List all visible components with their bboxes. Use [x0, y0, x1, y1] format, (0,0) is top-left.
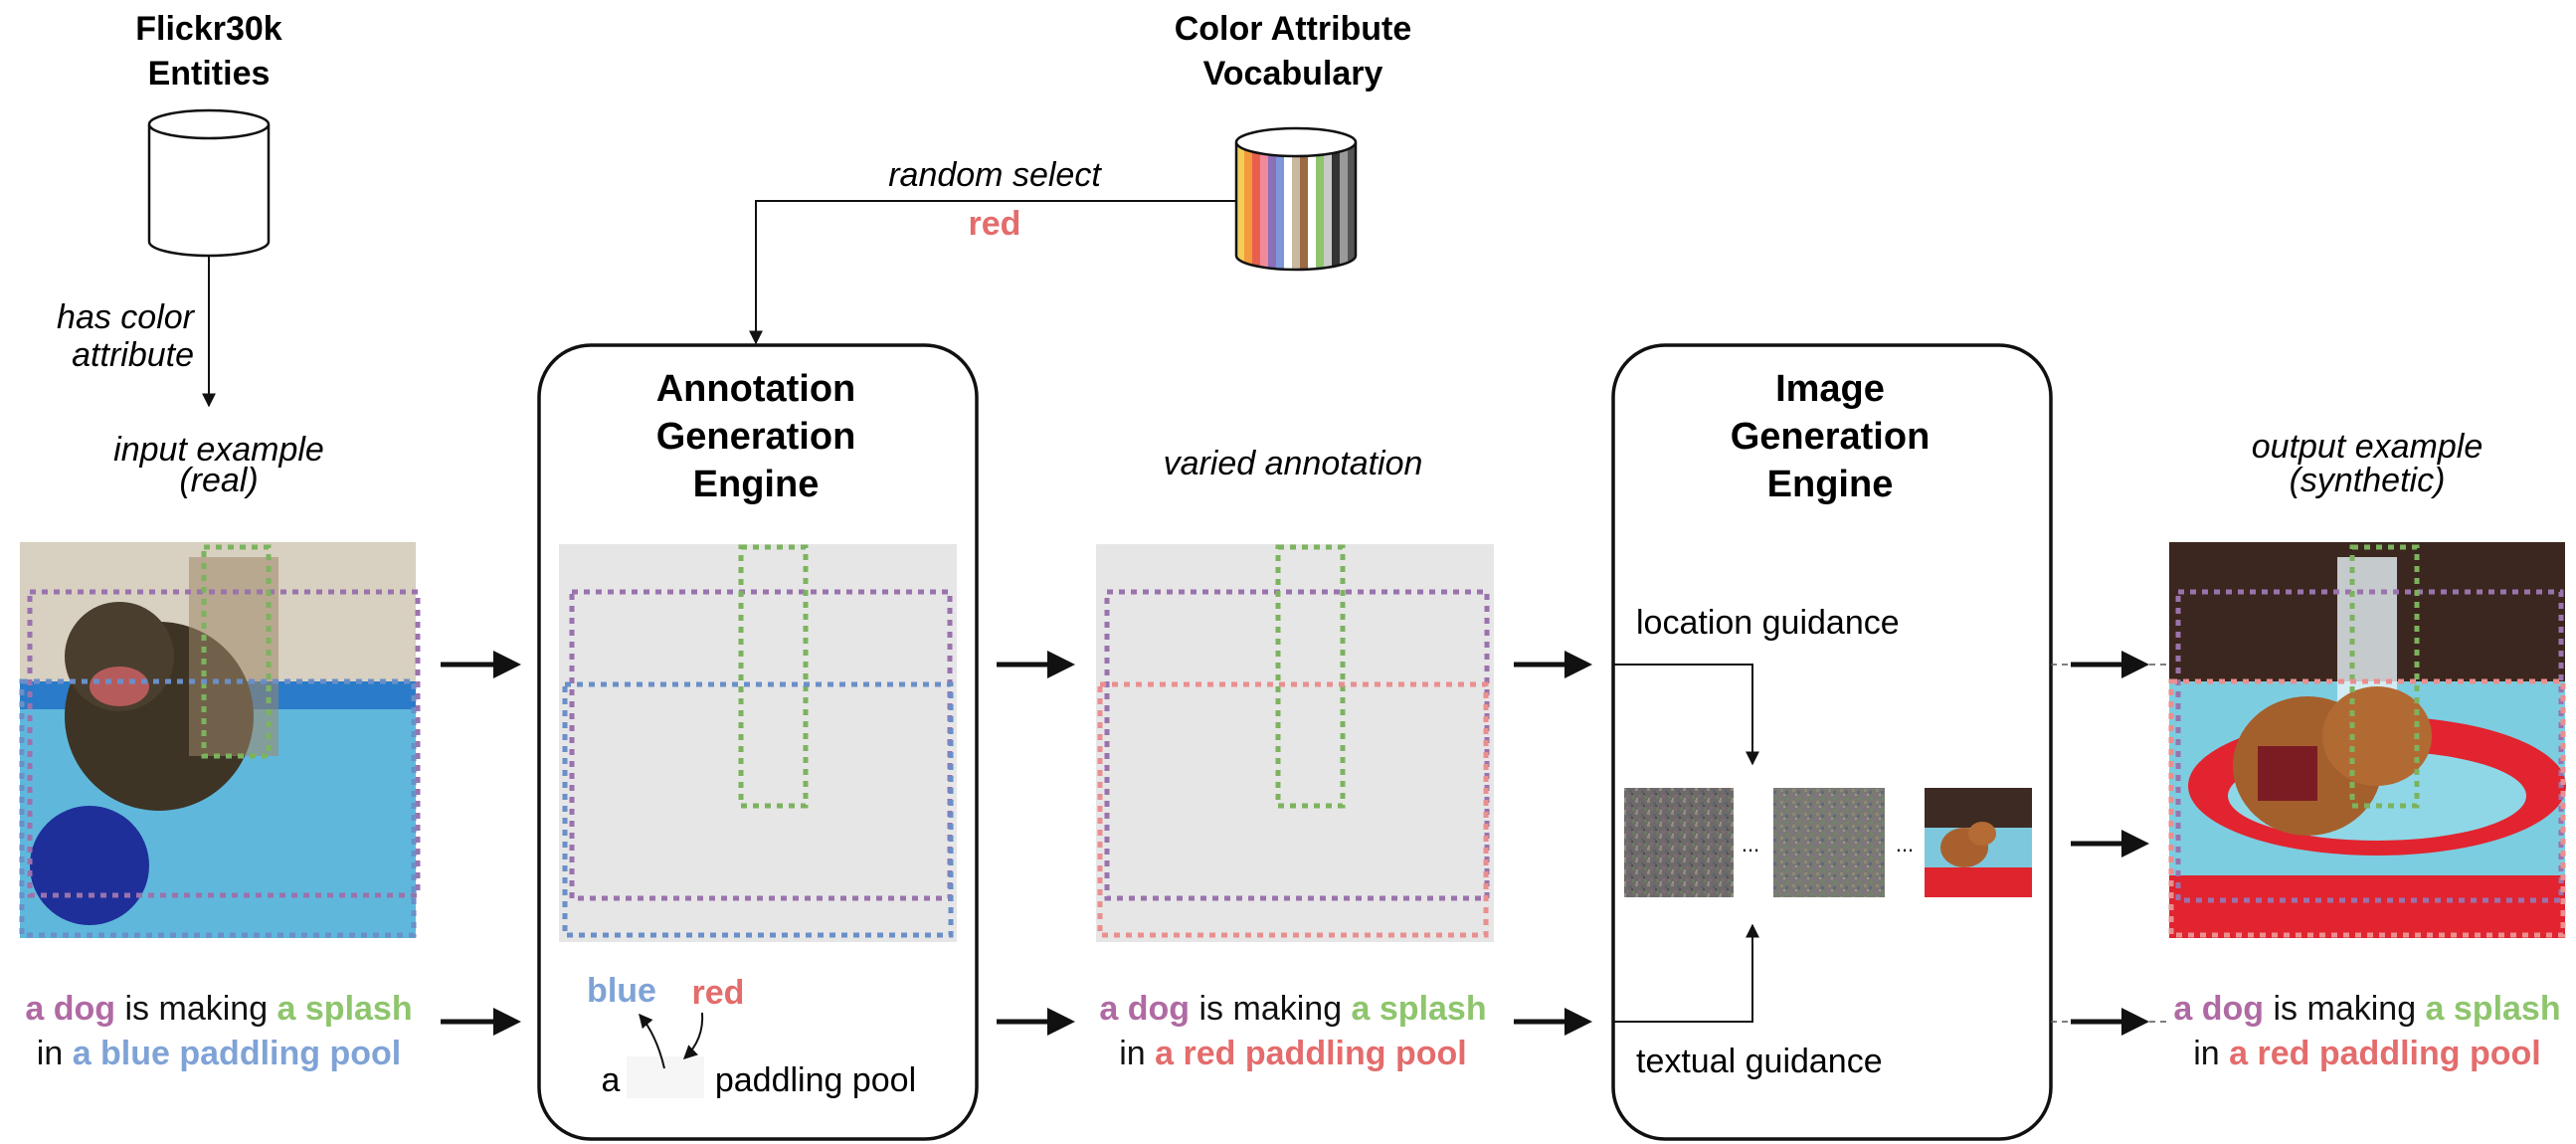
arrow-right-icon	[441, 651, 521, 678]
varied-splash-box	[1275, 544, 1346, 809]
varied-layout-canvas	[1096, 544, 1494, 942]
vocab-title-line1: Color Attribute	[1175, 10, 1412, 48]
vocab-color-stripe	[1276, 142, 1285, 270]
vocab-color-stripe	[1260, 142, 1269, 270]
image-engine-title-line3: Engine	[1767, 464, 1894, 505]
textual-guidance-arrow	[1613, 923, 1759, 1023]
swap-template-suffix: paddling pool	[715, 1061, 916, 1099]
random-select-label: random select	[888, 156, 1102, 194]
swap-template-prefix: a	[602, 1061, 621, 1099]
swap-old-word: blue	[587, 972, 656, 1010]
has-color-label-line1: has color	[57, 298, 196, 336]
output-pool-box	[2168, 678, 2566, 938]
engine-splash-box	[738, 544, 809, 809]
curved-arrow-icon	[682, 1012, 704, 1059]
vocab-color-stripe	[1244, 142, 1253, 270]
vocab-color-stripe	[1236, 142, 1245, 270]
annotation-engine-title-line2: Generation	[656, 416, 856, 458]
engine-pool-box	[562, 681, 954, 938]
arrow-right-icon	[1514, 1008, 1592, 1036]
generated-thumbnail	[1925, 788, 2032, 897]
has-color-label-line2: attribute	[72, 336, 194, 374]
arrow-right-icon	[441, 1008, 521, 1036]
selected-color-label: red	[969, 205, 1021, 243]
input-example-sublabel: (real)	[179, 462, 258, 499]
varied-dog-box	[1104, 589, 1490, 901]
output-example-sublabel: (synthetic)	[2290, 462, 2446, 499]
input-caption-line1: a dog is making a splash	[25, 990, 412, 1028]
denoise-ellipsis: ...	[1896, 832, 1914, 857]
swap-slot	[627, 1056, 704, 1098]
partial-denoised-image	[1773, 788, 1885, 897]
arrow-right-icon	[997, 651, 1075, 678]
input-example-label: input example	[113, 431, 324, 469]
arrow-right-icon	[2071, 830, 2149, 858]
vocab-color-stripe	[1324, 142, 1333, 270]
output-caption-line2: in a red paddling pool	[2193, 1035, 2540, 1072]
output-splash-box	[2349, 544, 2420, 809]
output-photo	[2169, 542, 2566, 938]
vocab-color-stripe	[1316, 142, 1325, 270]
image-engine-box	[1611, 343, 2053, 1141]
input-splash-box	[201, 544, 272, 759]
random-select-arrow	[749, 200, 1236, 345]
color-vocabulary-cylinder-icon	[1234, 126, 1358, 272]
varied-caption-line2: in a red paddling pool	[1119, 1035, 1466, 1072]
arrow-right-icon	[1514, 651, 1592, 678]
vocab-color-stripe	[1308, 142, 1317, 270]
vocab-title-line2: Vocabulary	[1203, 55, 1383, 93]
annotation-engine-title-line3: Engine	[693, 464, 820, 505]
input-pool-box	[19, 678, 417, 938]
arrow-right-icon	[2071, 651, 2149, 678]
curved-arrow-icon	[639, 1013, 665, 1069]
vocab-color-stripe	[1252, 142, 1261, 270]
vocab-color-stripe	[1268, 142, 1277, 270]
source-title-line2: Entities	[148, 55, 271, 93]
vocab-color-stripe	[1348, 142, 1356, 270]
output-example-label: output example	[2252, 428, 2484, 466]
image-engine-title-line2: Generation	[1731, 416, 1931, 458]
vocab-color-stripe	[1300, 142, 1309, 270]
vocab-color-stripe	[1292, 142, 1301, 270]
swap-new-word: red	[692, 974, 745, 1012]
arrow-right-icon	[997, 1008, 1075, 1036]
annotation-engine-title-line1: Annotation	[656, 368, 856, 410]
varied-pool-box	[1097, 681, 1489, 938]
image-engine-title-line1: Image	[1775, 368, 1885, 410]
annotation-layout-canvas	[559, 544, 957, 942]
location-guidance-label: location guidance	[1636, 604, 1900, 642]
vocab-color-stripe	[1332, 142, 1341, 270]
noise-latent-image	[1624, 788, 1734, 897]
vocab-color-stripe	[1284, 142, 1293, 270]
source-title-line1: Flickr30k	[135, 10, 282, 48]
input-caption-line2: in a blue paddling pool	[37, 1035, 401, 1072]
vocab-color-stripe	[1340, 142, 1349, 270]
denoise-ellipsis: ...	[1742, 832, 1759, 857]
arrow-right-icon	[2071, 1008, 2149, 1036]
input-dog-box	[27, 589, 421, 898]
output-caption-line1: a dog is making a splash	[2173, 990, 2560, 1028]
cylinder-icon	[147, 108, 271, 258]
varied-caption-line1: a dog is making a splash	[1099, 990, 1486, 1028]
input-photo	[20, 542, 416, 938]
location-guidance-arrow	[1613, 664, 1759, 766]
varied-annotation-label: varied annotation	[1164, 445, 1423, 482]
textual-guidance-label: textual guidance	[1636, 1043, 1883, 1080]
